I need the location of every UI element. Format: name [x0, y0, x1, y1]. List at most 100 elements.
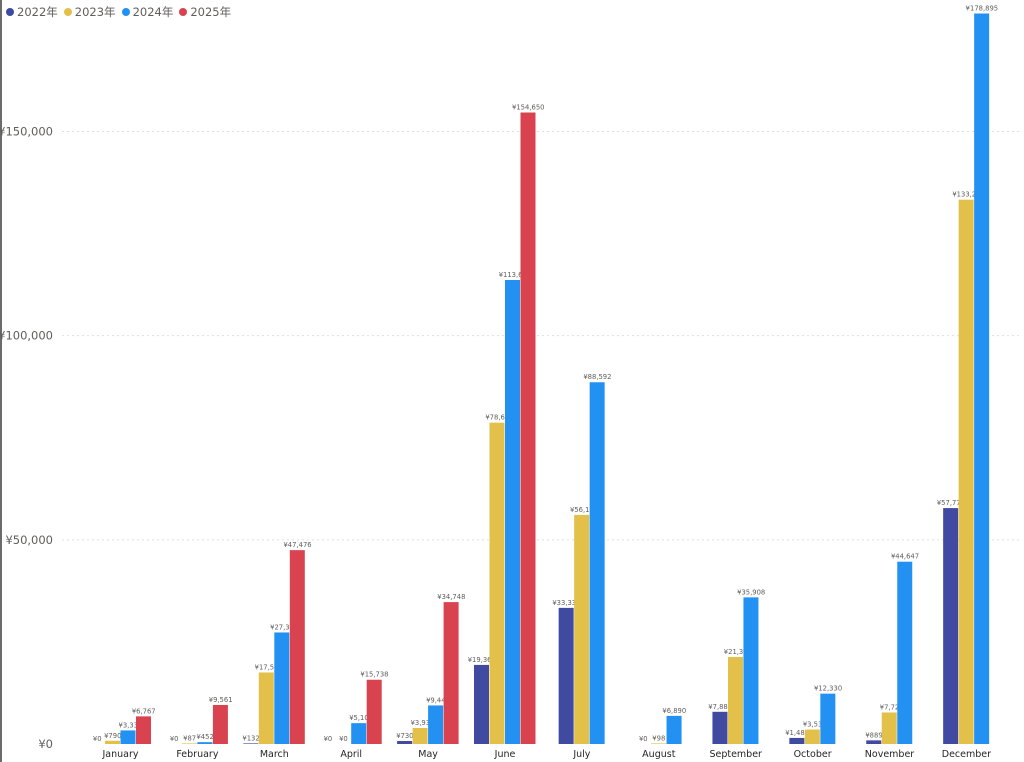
bar	[289, 550, 305, 744]
bar	[727, 657, 743, 744]
bar	[351, 723, 367, 744]
x-tick-label: June	[494, 749, 516, 760]
bar	[366, 679, 382, 744]
x-tick-label: October	[794, 749, 832, 760]
data-label: ¥0	[93, 735, 102, 743]
data-label: ¥88,592	[583, 373, 611, 381]
y-tick-label: ¥0	[38, 737, 53, 751]
bar	[258, 672, 274, 744]
x-tick-label: July	[572, 749, 590, 760]
bar	[558, 607, 574, 744]
x-tick-label: August	[642, 749, 676, 760]
bar	[243, 743, 259, 744]
data-label: ¥47,476	[283, 541, 311, 549]
bar	[743, 597, 759, 744]
legend-label: 2022年	[17, 5, 58, 19]
bar	[412, 727, 428, 744]
bar	[881, 712, 897, 744]
bar	[712, 711, 728, 744]
data-label: ¥35,908	[737, 588, 765, 596]
data-label: ¥889	[865, 731, 882, 739]
legend-item-0[interactable]: 2022年	[6, 4, 58, 20]
data-label: ¥178,895	[966, 5, 998, 13]
data-label: ¥7,886	[708, 703, 732, 711]
data-label: ¥113,63	[499, 271, 527, 279]
bar	[443, 602, 459, 744]
legend-label: 2025年	[190, 5, 232, 19]
data-label: ¥15,738	[360, 671, 388, 679]
bar	[958, 199, 974, 744]
bar	[136, 716, 151, 744]
data-label: ¥1,481	[785, 729, 809, 737]
bar	[520, 112, 536, 744]
left-border	[0, 0, 2, 762]
data-label: ¥3,93	[411, 719, 430, 727]
legend-label: 2023年	[74, 5, 116, 19]
y-tick-label: ¥150,000	[0, 125, 53, 139]
data-label: ¥87	[183, 734, 196, 742]
legend-marker	[63, 8, 72, 16]
data-label: ¥57,774	[937, 499, 965, 507]
bar	[181, 743, 197, 744]
legend-marker	[6, 8, 14, 16]
bar	[804, 729, 820, 744]
data-label: ¥44,647	[891, 553, 919, 561]
data-label: ¥154,650	[512, 104, 544, 112]
x-tick-label: March	[260, 749, 289, 760]
bar	[820, 693, 836, 744]
data-label: ¥730	[396, 732, 413, 740]
bar	[474, 664, 489, 744]
data-label: ¥0	[339, 735, 348, 743]
data-label: ¥3,53	[803, 721, 822, 729]
bar	[197, 742, 213, 744]
data-label: ¥21,30	[724, 648, 748, 656]
x-tick-label: December	[942, 749, 991, 760]
data-label: ¥5,10	[349, 714, 368, 722]
legend-item-2[interactable]: 2024年	[121, 4, 174, 20]
legend-item-1[interactable]: 2023年	[63, 4, 116, 20]
data-label: ¥0	[170, 735, 179, 743]
data-label: ¥132	[242, 734, 259, 742]
legend-item-3[interactable]: 2025年	[179, 4, 231, 20]
bar	[212, 704, 228, 744]
data-label: ¥78,69	[485, 414, 509, 422]
bar	[274, 632, 290, 744]
data-label: ¥34,748	[437, 593, 465, 601]
data-label: ¥133,29	[952, 191, 980, 199]
x-tick-label: May	[418, 749, 438, 760]
x-tick-label: April	[340, 749, 362, 760]
data-label: ¥7,72	[880, 703, 899, 711]
data-label: ¥0	[324, 735, 333, 743]
bar	[589, 382, 605, 744]
bar	[789, 737, 805, 744]
legend-marker	[121, 8, 130, 16]
data-label: ¥19,369	[468, 656, 496, 664]
data-label: ¥790	[104, 732, 121, 740]
bar	[105, 740, 120, 744]
x-tick-label: February	[176, 749, 218, 760]
bar	[505, 280, 520, 744]
bar	[120, 730, 136, 744]
data-label: ¥12,330	[814, 685, 842, 693]
data-label: ¥98	[652, 734, 665, 742]
y-tick-label: ¥50,000	[5, 533, 53, 547]
bar	[651, 743, 667, 744]
bar	[974, 13, 990, 744]
data-label: ¥0	[639, 735, 648, 743]
data-label: ¥33,336	[552, 599, 580, 607]
data-label: ¥9,561	[209, 696, 233, 704]
data-label: ¥6,890	[662, 707, 686, 715]
bar	[897, 561, 913, 744]
bar	[866, 740, 882, 744]
x-tick-label: January	[101, 749, 138, 760]
data-label: ¥3,33	[119, 721, 138, 729]
data-label: ¥452	[196, 733, 213, 741]
legend: 2022年 2023年 2024年 2025年	[6, 4, 231, 20]
data-label: ¥17,51	[255, 663, 279, 671]
y-tick-label: ¥100,000	[0, 329, 53, 343]
data-label: ¥56,10	[570, 506, 594, 514]
bar	[666, 715, 682, 744]
legend-label: 2024年	[132, 5, 174, 19]
